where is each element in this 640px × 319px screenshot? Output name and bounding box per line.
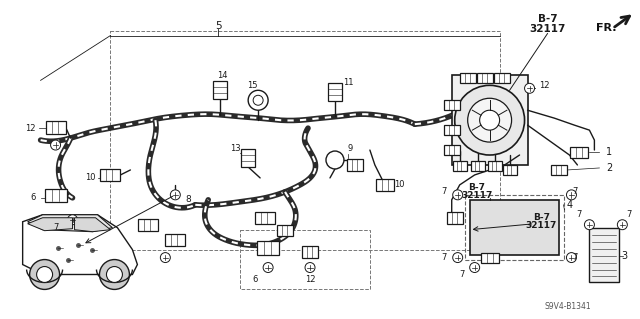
Bar (241, 149, 255, 167)
Bar (240, 230, 370, 289)
Bar (444, 145, 460, 155)
Text: 12: 12 (26, 124, 36, 133)
Circle shape (170, 190, 180, 200)
Circle shape (452, 190, 463, 200)
Bar (45, 121, 65, 134)
Bar (470, 200, 559, 255)
Polygon shape (22, 215, 138, 274)
Text: 11: 11 (342, 78, 353, 87)
Bar (589, 228, 620, 282)
Text: 9: 9 (348, 144, 353, 152)
Circle shape (525, 83, 534, 93)
Text: 3: 3 (621, 251, 627, 261)
Circle shape (326, 151, 344, 169)
Text: 10: 10 (85, 174, 96, 182)
Text: 32117: 32117 (529, 24, 566, 33)
Bar (570, 147, 588, 158)
Text: 32117: 32117 (526, 221, 557, 230)
Bar (100, 169, 120, 181)
Circle shape (68, 215, 77, 225)
Text: 2: 2 (606, 163, 612, 173)
Text: 12: 12 (540, 81, 550, 90)
Text: 10: 10 (395, 180, 405, 189)
Text: 7: 7 (441, 253, 447, 262)
Bar (552, 165, 568, 175)
Bar (447, 212, 463, 224)
Bar (45, 189, 67, 202)
Circle shape (584, 220, 595, 230)
Bar (502, 165, 516, 175)
Circle shape (36, 267, 52, 282)
Polygon shape (74, 218, 111, 232)
Text: 6: 6 (30, 193, 35, 202)
Circle shape (566, 190, 577, 200)
Text: 6: 6 (252, 275, 258, 284)
Bar (470, 161, 484, 171)
Circle shape (253, 95, 263, 105)
Text: 7: 7 (441, 187, 447, 197)
Circle shape (454, 85, 525, 155)
Bar (111, 31, 500, 249)
Bar (277, 225, 293, 236)
Bar (488, 161, 502, 171)
Text: 7: 7 (577, 210, 582, 219)
Circle shape (452, 253, 463, 263)
Polygon shape (28, 218, 72, 231)
Bar (481, 253, 499, 263)
Text: FR.: FR. (596, 23, 616, 33)
Bar (444, 125, 460, 135)
Text: 5: 5 (215, 21, 221, 31)
Bar (165, 234, 186, 246)
Circle shape (305, 263, 315, 272)
Bar (452, 75, 527, 165)
Bar (460, 73, 476, 83)
Text: 15: 15 (247, 81, 257, 90)
Text: B-7: B-7 (533, 213, 550, 222)
Circle shape (470, 263, 479, 272)
Bar (452, 161, 467, 171)
Circle shape (566, 253, 577, 263)
Bar (213, 81, 227, 99)
Text: 32117: 32117 (461, 191, 492, 200)
Text: B-7: B-7 (468, 183, 485, 192)
Bar (465, 195, 564, 260)
Text: 14: 14 (217, 71, 227, 80)
Text: 4: 4 (566, 200, 573, 210)
Text: 7: 7 (459, 270, 465, 279)
Text: 7: 7 (627, 210, 632, 219)
Text: 1: 1 (606, 147, 612, 157)
Bar (347, 159, 363, 171)
Bar (255, 212, 275, 224)
Text: 13: 13 (230, 144, 241, 152)
Text: 7: 7 (53, 223, 58, 232)
Text: B-7: B-7 (538, 14, 557, 24)
Circle shape (51, 140, 61, 150)
Circle shape (161, 253, 170, 263)
Bar (493, 73, 509, 83)
Bar (257, 241, 279, 255)
Bar (376, 179, 394, 191)
Circle shape (479, 110, 500, 130)
Text: 12: 12 (305, 275, 316, 284)
Bar (328, 83, 342, 101)
Text: 7: 7 (573, 253, 578, 262)
Circle shape (263, 263, 273, 272)
Circle shape (99, 260, 129, 289)
Text: 8: 8 (186, 195, 191, 204)
Bar (444, 100, 460, 110)
Bar (477, 73, 493, 83)
Text: 7: 7 (573, 187, 578, 197)
Text: S9V4-B1341: S9V4-B1341 (544, 302, 591, 311)
Circle shape (106, 267, 122, 282)
Circle shape (618, 220, 627, 230)
Circle shape (468, 98, 511, 142)
Circle shape (248, 90, 268, 110)
Bar (302, 246, 318, 257)
Circle shape (29, 260, 60, 289)
Polygon shape (28, 215, 113, 232)
Bar (138, 219, 158, 231)
